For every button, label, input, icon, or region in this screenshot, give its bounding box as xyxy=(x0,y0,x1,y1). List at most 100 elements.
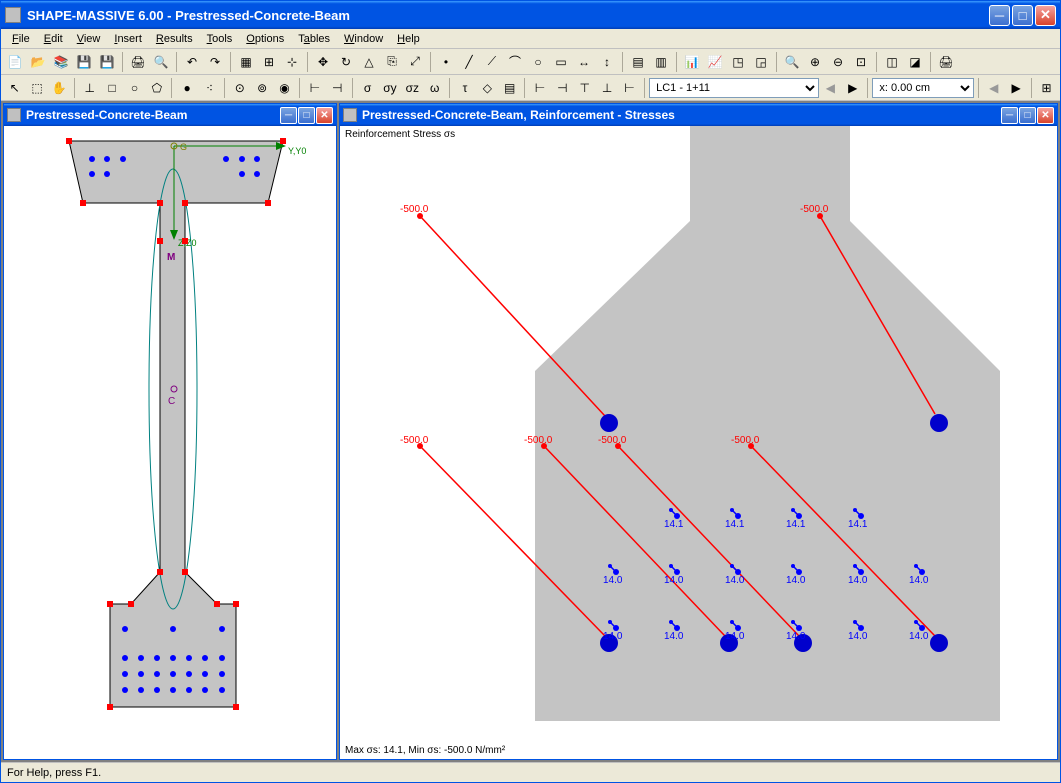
pan-icon[interactable]: ✋ xyxy=(49,77,70,99)
tau-icon[interactable]: τ xyxy=(454,77,475,99)
nodes-icon[interactable]: ⁖ xyxy=(199,77,220,99)
menu-insert[interactable]: Insert xyxy=(107,31,149,47)
menu-options[interactable]: Options xyxy=(239,31,291,47)
minimize-button[interactable]: ─ xyxy=(989,5,1010,26)
next-icon[interactable]: ▶ xyxy=(1005,77,1026,99)
maximize-button[interactable]: □ xyxy=(1012,5,1033,26)
sigma-y-icon[interactable]: σy xyxy=(379,77,400,99)
data-icon[interactable]: ▥ xyxy=(650,51,672,73)
menu-tables[interactable]: Tables xyxy=(291,31,337,47)
menu-tools[interactable]: Tools xyxy=(200,31,240,47)
left-canvas[interactable]: GY,Y0Z,Z0MC xyxy=(4,126,336,759)
redo-icon[interactable]: ↷ xyxy=(204,51,226,73)
node-icon[interactable]: • xyxy=(435,51,457,73)
next-lc-icon[interactable]: ▶ xyxy=(842,77,863,99)
omega-icon[interactable]: ω xyxy=(424,77,445,99)
load-case-select[interactable]: LC1 - 1+11 xyxy=(649,78,819,98)
line-icon[interactable]: ╱ xyxy=(458,51,480,73)
svg-text:G: G xyxy=(180,142,187,152)
result2-icon[interactable]: ⊣ xyxy=(552,77,573,99)
section-icon[interactable]: ⊥ xyxy=(79,77,100,99)
left-minimize-button[interactable]: ─ xyxy=(280,107,297,124)
zoom-icon[interactable]: 🔍 xyxy=(781,51,803,73)
reinf3-icon[interactable]: ◉ xyxy=(274,77,295,99)
sigma-icon[interactable]: σ xyxy=(357,77,378,99)
right-close-button[interactable]: ✕ xyxy=(1037,107,1054,124)
right-maximize-button[interactable]: □ xyxy=(1019,107,1036,124)
left-maximize-button[interactable]: □ xyxy=(298,107,315,124)
print-preview-icon[interactable]: 🔍 xyxy=(150,51,172,73)
rotate-icon[interactable]: ↻ xyxy=(335,51,357,73)
result5-icon[interactable]: ⊢ xyxy=(619,77,640,99)
filter-icon[interactable]: ▤ xyxy=(499,77,520,99)
rect2-icon[interactable]: □ xyxy=(101,77,122,99)
results-icon[interactable]: 📊 xyxy=(681,51,703,73)
mirror-icon[interactable]: △ xyxy=(358,51,380,73)
final-icon[interactable]: ⊞ xyxy=(1036,77,1057,99)
print-icon[interactable]: 🖨 xyxy=(127,51,149,73)
toolbar-2: ↖ ⬚ ✋ ⊥ □ ○ ⬠ ● ⁖ ⊙ ⊚ ◉ ⊢ ⊣ σ σy σz ω τ … xyxy=(1,75,1060,101)
result4-icon[interactable]: ⊥ xyxy=(596,77,617,99)
menu-window[interactable]: Window xyxy=(337,31,390,47)
save-all-icon[interactable]: 📚 xyxy=(50,51,72,73)
select-icon[interactable]: ⬚ xyxy=(26,77,47,99)
node2-icon[interactable]: ● xyxy=(176,77,197,99)
menu-results[interactable]: Results xyxy=(149,31,200,47)
diamond-icon[interactable]: ◇ xyxy=(477,77,498,99)
status-text: For Help, press F1. xyxy=(7,767,101,779)
view1-icon[interactable]: ◫ xyxy=(881,51,903,73)
prev-lc-icon[interactable]: ◀ xyxy=(820,77,841,99)
right-minimize-button[interactable]: ─ xyxy=(1001,107,1018,124)
reinf-icon[interactable]: ⊙ xyxy=(229,77,250,99)
chart2-icon[interactable]: ◲ xyxy=(750,51,772,73)
panel-icon xyxy=(343,108,357,122)
sigma-z-icon[interactable]: σz xyxy=(402,77,423,99)
result1-icon[interactable]: ⊢ xyxy=(529,77,550,99)
axes-icon[interactable]: ⊹ xyxy=(281,51,303,73)
copy-icon[interactable]: ⎘ xyxy=(381,51,403,73)
view2-icon[interactable]: ◪ xyxy=(904,51,926,73)
zoom-out-icon[interactable]: ⊖ xyxy=(827,51,849,73)
prev-icon[interactable]: ◀ xyxy=(983,77,1004,99)
polyline-icon[interactable]: ⟋ xyxy=(481,51,503,73)
chart-icon[interactable]: ◳ xyxy=(727,51,749,73)
arc-icon[interactable]: ⌒ xyxy=(504,51,526,73)
menu-edit[interactable]: Edit xyxy=(37,31,70,47)
result3-icon[interactable]: ⊤ xyxy=(574,77,595,99)
menu-help[interactable]: Help xyxy=(390,31,427,47)
reinf2-icon[interactable]: ⊚ xyxy=(252,77,273,99)
print2-icon[interactable]: 🖨 xyxy=(935,51,957,73)
menu-view[interactable]: View xyxy=(70,31,108,47)
move-icon[interactable]: ✥ xyxy=(312,51,334,73)
circle2-icon[interactable]: ○ xyxy=(124,77,145,99)
scale-icon[interactable]: ⤢ xyxy=(404,51,426,73)
open-icon[interactable]: 📂 xyxy=(27,51,49,73)
diagram-icon[interactable]: 📈 xyxy=(704,51,726,73)
polygon-icon[interactable]: ⬠ xyxy=(146,77,167,99)
coord-select[interactable]: x: 0.00 cm xyxy=(872,78,974,98)
grid-icon[interactable]: ▦ xyxy=(235,51,257,73)
rect-icon[interactable]: ▭ xyxy=(550,51,572,73)
stress1-icon[interactable]: ⊢ xyxy=(304,77,325,99)
zoom-in-icon[interactable]: ⊕ xyxy=(804,51,826,73)
left-panel-titlebar: Prestressed-Concrete-Beam ─ □ ✕ xyxy=(4,104,336,126)
zoom-fit-icon[interactable]: ⊡ xyxy=(850,51,872,73)
new-icon[interactable]: 📄 xyxy=(4,51,26,73)
main-titlebar: SHAPE-MASSIVE 6.00 - Prestressed-Concret… xyxy=(1,1,1060,29)
right-canvas[interactable]: Reinforcement Stress σs Max σs: 14.1, Mi… xyxy=(340,126,1057,759)
left-close-button[interactable]: ✕ xyxy=(316,107,333,124)
save-as-icon[interactable]: 💾 xyxy=(96,51,118,73)
stress2-icon[interactable]: ⊣ xyxy=(327,77,348,99)
menu-file[interactable]: File xyxy=(5,31,37,47)
circle-icon[interactable]: ○ xyxy=(527,51,549,73)
snap-icon[interactable]: ⊞ xyxy=(258,51,280,73)
status-bar: For Help, press F1. xyxy=(1,762,1060,782)
dimension-icon[interactable]: ↔ xyxy=(573,51,595,73)
undo-icon[interactable]: ↶ xyxy=(181,51,203,73)
table-icon[interactable]: ▤ xyxy=(627,51,649,73)
close-button[interactable]: ✕ xyxy=(1035,5,1056,26)
dimension2-icon[interactable]: ↕ xyxy=(596,51,618,73)
save-icon[interactable]: 💾 xyxy=(73,51,95,73)
workspace: Prestressed-Concrete-Beam ─ □ ✕ GY,Y0Z,Z… xyxy=(1,101,1060,762)
cursor-icon[interactable]: ↖ xyxy=(4,77,25,99)
